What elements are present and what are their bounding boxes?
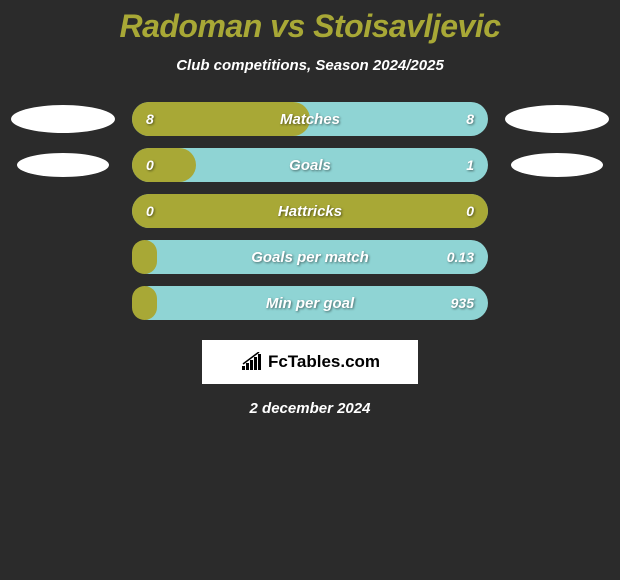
player-indicator-right bbox=[505, 105, 609, 133]
stats-list: 8 Matches 8 0 Goals 1 0 Hattricks 0 Goals per mat… bbox=[0, 102, 620, 320]
bar-content: 0 Hattricks 0 bbox=[132, 194, 488, 228]
stat-label: Matches bbox=[280, 111, 340, 128]
bar-content: 0 Goals 1 bbox=[132, 148, 488, 182]
stat-bar: 0 Hattricks 0 bbox=[132, 194, 488, 228]
stat-row: Min per goal 935 bbox=[0, 286, 620, 320]
player-indicator-left bbox=[11, 105, 115, 133]
stat-row: 8 Matches 8 bbox=[0, 102, 620, 136]
left-value: 8 bbox=[146, 111, 154, 127]
right-ellipse-container bbox=[502, 153, 612, 177]
brand-text: FcTables.com bbox=[268, 352, 380, 372]
right-ellipse-container bbox=[502, 105, 612, 133]
right-value: 0 bbox=[466, 203, 474, 219]
right-value: 935 bbox=[451, 295, 474, 311]
stat-bar: Goals per match 0.13 bbox=[132, 240, 488, 274]
subtitle: Club competitions, Season 2024/2025 bbox=[0, 57, 620, 74]
bar-content: 8 Matches 8 bbox=[132, 102, 488, 136]
stat-label: Min per goal bbox=[266, 295, 354, 312]
left-ellipse-container bbox=[8, 105, 118, 133]
stat-bar: Min per goal 935 bbox=[132, 286, 488, 320]
bar-content: Goals per match 0.13 bbox=[132, 240, 488, 274]
right-value: 8 bbox=[466, 111, 474, 127]
bar-content: Min per goal 935 bbox=[132, 286, 488, 320]
brand-box[interactable]: FcTables.com bbox=[202, 340, 418, 384]
stat-bar: 0 Goals 1 bbox=[132, 148, 488, 182]
stat-row: Goals per match 0.13 bbox=[0, 240, 620, 274]
player-indicator-left bbox=[17, 153, 109, 177]
player-indicator-right bbox=[511, 153, 603, 177]
left-value: 0 bbox=[146, 203, 154, 219]
page-title: Radoman vs Stoisavljevic bbox=[0, 8, 620, 45]
date-text: 2 december 2024 bbox=[0, 400, 620, 417]
brand-content: FcTables.com bbox=[240, 352, 380, 372]
comparison-container: Radoman vs Stoisavljevic Club competitio… bbox=[0, 0, 620, 417]
right-value: 0.13 bbox=[447, 249, 474, 265]
stat-label: Goals per match bbox=[251, 249, 369, 266]
right-value: 1 bbox=[466, 157, 474, 173]
stat-row: 0 Goals 1 bbox=[0, 148, 620, 182]
stat-label: Goals bbox=[289, 157, 331, 174]
stat-bar: 8 Matches 8 bbox=[132, 102, 488, 136]
left-ellipse-container bbox=[8, 153, 118, 177]
stat-row: 0 Hattricks 0 bbox=[0, 194, 620, 228]
left-value: 0 bbox=[146, 157, 154, 173]
stat-label: Hattricks bbox=[278, 203, 342, 220]
chart-icon bbox=[240, 352, 264, 372]
